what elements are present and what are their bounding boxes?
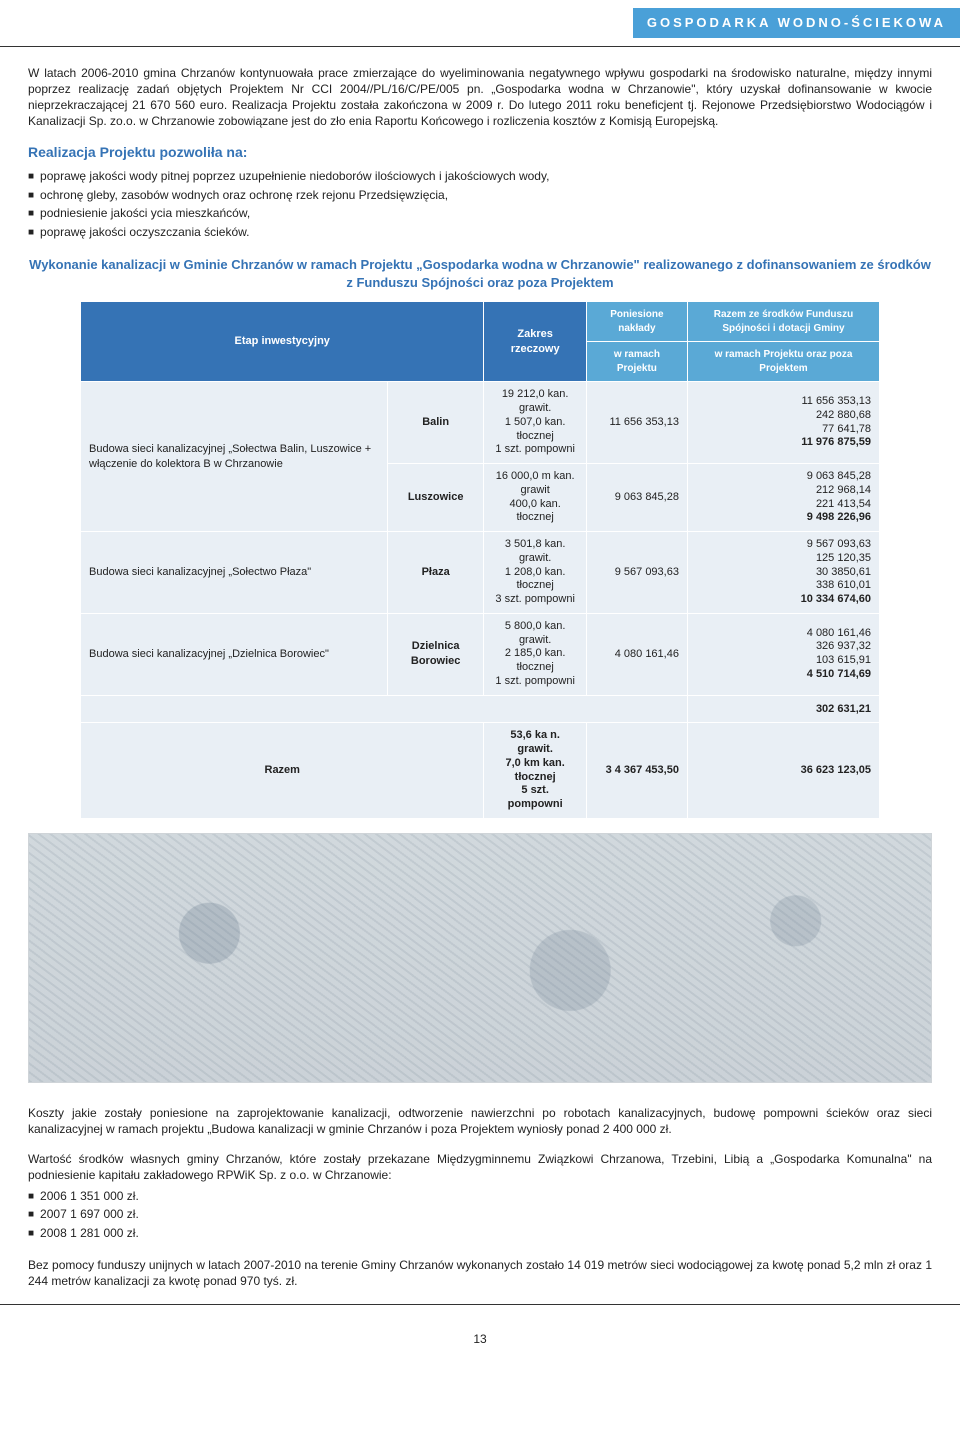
col-naklady: Poniesione nakłady (586, 302, 687, 342)
table-row: 302 631,21 (81, 695, 880, 723)
list-item: poprawę jakości oczyszczania ścieków. (28, 224, 932, 241)
razem-cell: 9 063 845,28212 968,14221 413,549 498 22… (687, 464, 879, 532)
total-naklady: 3 4 367 453,50 (586, 723, 687, 819)
list-item: podniesienie jakości ycia mieszkańców, (28, 205, 932, 222)
body-paragraph: Wartość środków własnych gminy Chrzanów,… (28, 1151, 932, 1183)
list-item: ochronę gleby, zasobów wodnych oraz ochr… (28, 187, 932, 204)
naklady-cell: 11 656 353,13 (586, 382, 687, 464)
razem-cell: 9 567 093,63125 120,3530 3850,61338 610,… (687, 532, 879, 614)
orphan-cell: 302 631,21 (687, 695, 879, 723)
col-razem-sub: w ramach Projektu oraz poza Projektem (687, 342, 879, 382)
list-item: 2006 1 351 000 zł. (28, 1188, 932, 1205)
etap-cell: Budowa sieci kanalizacyjnej „Sołectwo Pł… (81, 532, 388, 614)
zakres-cell: 16 000,0 m kan. grawit400,0 kan. tłoczne… (484, 464, 586, 532)
table-row-total: Razem 53,6 ka n. grawit.7,0 km kan. tłoc… (81, 723, 880, 819)
section-tag: GOSPODARKA WODNO-ŚCIEKOWA (633, 8, 960, 38)
list-item: 2008 1 281 000 zł. (28, 1225, 932, 1242)
col-razem: Razem ze środków Funduszu Spójności i do… (687, 302, 879, 342)
bullet-list: 2006 1 351 000 zł. 2007 1 697 000 zł. 20… (28, 1188, 932, 1242)
footer-rule (0, 1304, 960, 1305)
list-item: poprawę jakości wody pitnej poprzez uzup… (28, 168, 932, 185)
etap-cell: Budowa sieci kanalizacyjnej „Dzielnica B… (81, 613, 388, 695)
data-table: Etap inwestycyjny Zakres rzeczowy Ponies… (80, 301, 880, 819)
loc-cell: Luszowice (387, 464, 484, 532)
empty-cell (81, 695, 688, 723)
naklady-cell: 9 567 093,63 (586, 532, 687, 614)
page-number: 13 (0, 1331, 960, 1347)
etap-cell: Budowa sieci kanalizacyjnej „Sołectwa Ba… (81, 382, 388, 532)
total-razem: 36 623 123,05 (687, 723, 879, 819)
body-paragraph: Koszty jakie zostały poniesione na zapro… (28, 1105, 932, 1137)
zakres-cell: 19 212,0 kan. grawit.1 507,0 kan. tłoczn… (484, 382, 586, 464)
total-zakres: 53,6 ka n. grawit.7,0 km kan. tłocznej5 … (484, 723, 586, 819)
col-etap: Etap inwestycyjny (81, 302, 484, 382)
razem-cell: 11 656 353,13242 880,6877 641,7811 976 8… (687, 382, 879, 464)
loc-cell: Dzielnica Borowiec (387, 613, 484, 695)
naklady-cell: 9 063 845,28 (586, 464, 687, 532)
body-paragraph: Bez pomocy funduszy unijnych w latach 20… (28, 1257, 932, 1289)
header-band: GOSPODARKA WODNO-ŚCIEKOWA (0, 0, 960, 42)
table-row: Budowa sieci kanalizacyjnej „Sołectwo Pł… (81, 532, 880, 614)
table-row: Budowa sieci kanalizacyjnej „Sołectwa Ba… (81, 382, 880, 464)
bullet-list: poprawę jakości wody pitnej poprzez uzup… (28, 168, 932, 240)
section-heading: Realizacja Projektu pozwoliła na: (28, 143, 932, 162)
col-wramach: w ramach Projektu (586, 342, 687, 382)
table-row: Budowa sieci kanalizacyjnej „Dzielnica B… (81, 613, 880, 695)
intro-paragraph: W latach 2006-2010 gmina Chrzanów kontyn… (28, 65, 932, 130)
map-image (28, 833, 932, 1083)
zakres-cell: 5 800,0 kan. grawit.2 185,0 kan. tłoczne… (484, 613, 586, 695)
list-item: 2007 1 697 000 zł. (28, 1206, 932, 1223)
razem-cell: 4 080 161,46326 937,32103 615,914 510 71… (687, 613, 879, 695)
zakres-cell: 3 501,8 kan. grawit.1 208,0 kan. tłoczne… (484, 532, 586, 614)
table-title: Wykonanie kanalizacji w Gminie Chrzanów … (28, 256, 932, 291)
col-zakres: Zakres rzeczowy (484, 302, 586, 382)
header-rule (0, 46, 960, 47)
loc-cell: Balin (387, 382, 484, 464)
naklady-cell: 4 080 161,46 (586, 613, 687, 695)
loc-cell: Płaza (387, 532, 484, 614)
total-label: Razem (81, 723, 484, 819)
